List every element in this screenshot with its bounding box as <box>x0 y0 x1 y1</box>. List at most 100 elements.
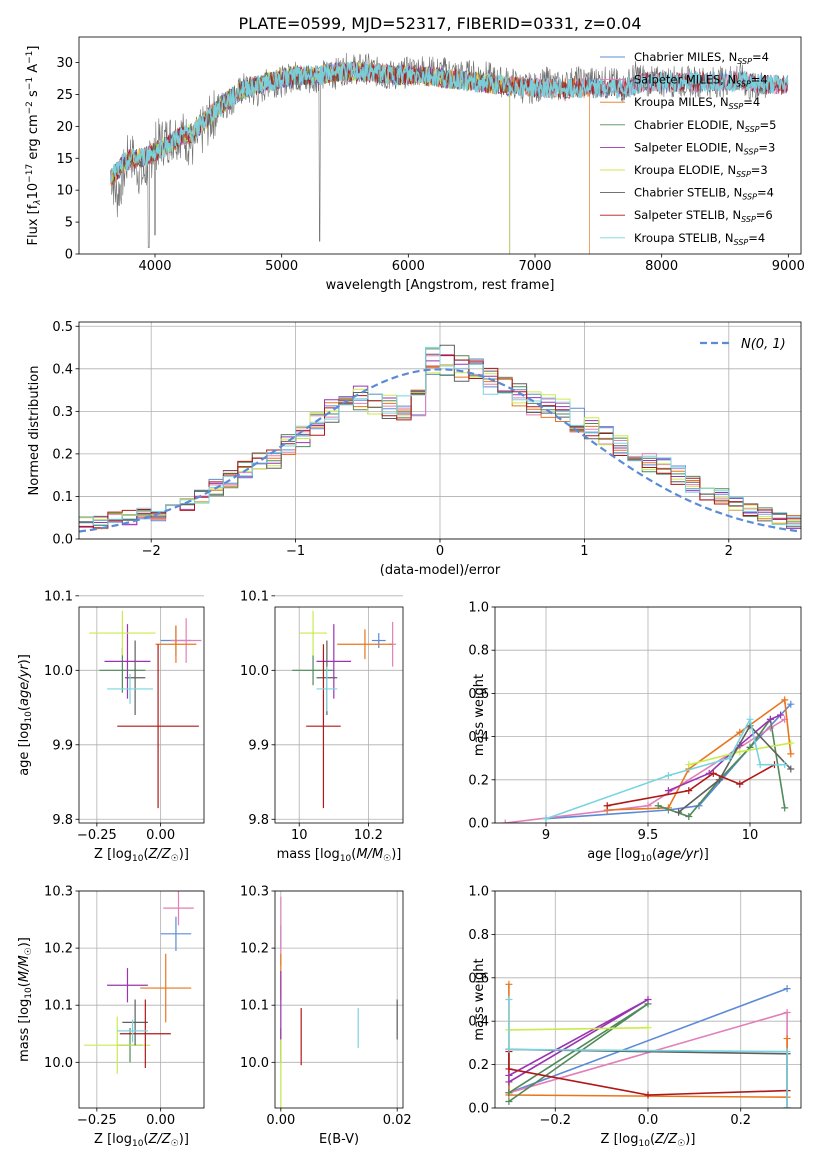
y-tick-label: 0.8 <box>468 644 489 659</box>
plot-age-vs-Z: −0.25 0.009.89.910.010.1Z [log10(Z/Z☉)]ag… <box>17 589 205 864</box>
weight-marker <box>783 1104 791 1108</box>
legend-label: Kroupa MILES, NSSP=4 <box>634 95 760 111</box>
x-tick-label: 8000 <box>645 259 678 274</box>
weight-marker <box>501 819 509 823</box>
legend-label: Salpeter ELODIE, NSSP=3 <box>634 140 775 156</box>
label-part: s <box>26 90 41 101</box>
label-part: 10 <box>640 854 652 864</box>
label-part: =4 <box>748 231 765 245</box>
plot-content <box>292 610 397 809</box>
y-tick-label: 10.3 <box>240 885 269 900</box>
weight-marker <box>644 996 652 1003</box>
weight-marker <box>736 748 744 756</box>
label-part: ( <box>652 847 657 862</box>
x-tick-label: 4000 <box>138 259 171 274</box>
legend-label: Chabrier ELODIE, NSSP=5 <box>634 118 776 134</box>
plot-mass-vs-ebv: 0.00 0.02 10.0 10.1 10.2 10.3 E(B-V) <box>240 885 412 1148</box>
y-tick-label: 10 <box>56 184 73 199</box>
y-tick-label: 0.5 <box>52 320 73 335</box>
label-part: Salpeter STELIB, N <box>634 208 741 222</box>
label-part: )] <box>179 847 189 862</box>
label-part: ( <box>17 982 32 987</box>
label-part: ☉ <box>24 947 34 955</box>
label-part: SSP <box>736 170 751 179</box>
label-part: 10 <box>24 711 34 723</box>
axes-frame <box>78 606 205 824</box>
label-part: Chabrier MILES, N <box>634 50 737 64</box>
weight-marker <box>654 802 662 810</box>
label-part: =4 <box>743 95 760 109</box>
x-tick-label: −1 <box>286 544 305 559</box>
y-tick-label: 0.4 <box>468 1015 489 1030</box>
model-line-kroupa-stelib <box>110 60 789 183</box>
weight-marker <box>766 724 774 732</box>
label-part: 10 <box>340 854 352 864</box>
weight-marker <box>736 728 744 736</box>
y-tick-label: 1.0 <box>468 601 489 616</box>
label-part: λ <box>33 199 43 205</box>
y-tick-label: 0.6 <box>468 971 489 986</box>
y-tick-label: 1.0 <box>468 885 489 900</box>
label-part: 10 <box>638 1139 650 1149</box>
weight-marker <box>664 771 672 779</box>
x-axis-label: Z [log10(Z/Z☉)] <box>601 1132 696 1149</box>
label-part: =4 <box>752 50 769 64</box>
label-part: age [log <box>587 847 640 862</box>
label-part: SSP <box>741 215 756 224</box>
y-axis-label: Normed distribution <box>27 366 42 496</box>
label-part: M/M <box>356 847 383 862</box>
weight-marker <box>709 769 717 777</box>
label-part: SSP <box>742 193 757 202</box>
plot-content <box>89 610 202 809</box>
x-axis-label: wavelength [Angstrom, rest frame] <box>326 278 555 293</box>
label-part: SSP <box>736 80 751 89</box>
label-part: )] <box>179 1132 189 1147</box>
y-tick-label: 10.1 <box>240 589 269 604</box>
axes-frame <box>274 606 404 824</box>
y-tick-label: 10.2 <box>240 942 269 957</box>
x-tick-label: 9000 <box>772 259 805 274</box>
y-tick-label: 0 <box>65 248 73 263</box>
label-part: ] <box>26 46 41 51</box>
weight-line-salpeter-stelib <box>508 1051 788 1096</box>
weight-marker <box>505 1078 513 1086</box>
label-part: Kroupa ELODIE, N <box>634 163 736 177</box>
weight-marker <box>505 1065 513 1073</box>
weight-marker <box>685 787 693 795</box>
normal-curve <box>79 368 801 533</box>
y-tick-label: 0.8 <box>468 928 489 943</box>
label-part: −2 <box>25 101 35 114</box>
label-part: )] <box>685 1132 695 1147</box>
label-part: SSP <box>744 147 759 156</box>
weight-marker <box>542 815 550 823</box>
label-part: Salpeter MILES, N <box>634 73 736 87</box>
weight-marker <box>675 808 683 816</box>
label-part: Z [log <box>94 847 132 862</box>
legend-label: Chabrier MILES, NSSP=4 <box>634 50 769 66</box>
weight-marker <box>736 780 744 788</box>
x-tick-label: 0 <box>436 544 444 559</box>
label-part: ( <box>143 1132 148 1147</box>
weight-marker <box>685 813 693 821</box>
label-part: Z/Z <box>148 1132 172 1147</box>
weight-line-kroupa-stelib <box>508 999 788 1108</box>
plot-residuals: −2 −1 0 1 2 0.0 0.1 0.2 0.3 0.4 0.5 N(0, 1) (data-mo… <box>27 320 802 578</box>
label-part: Chabrier ELODIE, N <box>634 118 745 132</box>
label-part: age [log <box>17 723 32 776</box>
label-part: )] <box>17 654 32 664</box>
weight-line-salpeter-elodie <box>508 998 649 1083</box>
weight-line-chabrier-stelib <box>678 724 792 813</box>
weight-marker <box>787 700 795 708</box>
x-tick-label: 0.0 <box>638 1113 659 1128</box>
label-part: SSP <box>737 57 752 66</box>
label-part: mass [log <box>17 999 32 1062</box>
y-tick-label: 0.4 <box>468 730 489 745</box>
y-tick-label: 0.2 <box>468 773 489 788</box>
x-tick-label: 7000 <box>518 259 551 274</box>
label-part: age/yr <box>17 663 32 706</box>
x-tick-label: 6000 <box>392 259 425 274</box>
weight-marker <box>505 1071 513 1079</box>
label-part: ☉ <box>171 1139 179 1149</box>
